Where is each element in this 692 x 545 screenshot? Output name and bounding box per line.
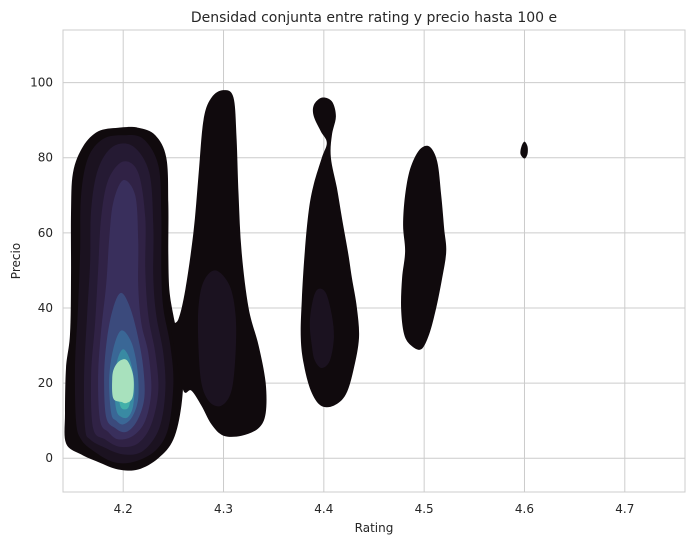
y-tick-label: 40 — [38, 301, 53, 315]
density-contour-level — [112, 359, 134, 403]
density-contours — [64, 90, 528, 471]
density-inner-contour — [309, 288, 334, 368]
y-tick-label: 0 — [45, 451, 53, 465]
x-axis-label: Rating — [355, 521, 394, 535]
y-tick-label: 80 — [38, 151, 53, 165]
x-tick-labels: 4.2 4.3 4.4 4.5 4.6 4.7 — [114, 502, 635, 516]
chart-title: Densidad conjunta entre rating y precio … — [191, 10, 557, 26]
density-cluster-outline — [401, 145, 447, 350]
y-tick-label: 20 — [38, 376, 53, 390]
y-tick-labels: 0 20 40 60 80 100 — [30, 76, 53, 466]
x-tick-label: 4.6 — [515, 502, 534, 516]
x-tick-label: 4.4 — [314, 502, 333, 516]
density-cluster-outline — [171, 90, 267, 437]
plot-frame — [62, 29, 686, 493]
density-cluster-outline — [520, 141, 528, 159]
y-tick-label: 100 — [30, 76, 53, 90]
x-tick-label: 4.3 — [214, 502, 233, 516]
x-tick-label: 4.5 — [415, 502, 434, 516]
x-tick-label: 4.2 — [114, 502, 133, 516]
density-inner-contour — [197, 270, 237, 407]
x-tick-label: 4.7 — [615, 502, 634, 516]
y-axis-label: Precio — [9, 243, 23, 279]
y-tick-label: 60 — [38, 226, 53, 240]
